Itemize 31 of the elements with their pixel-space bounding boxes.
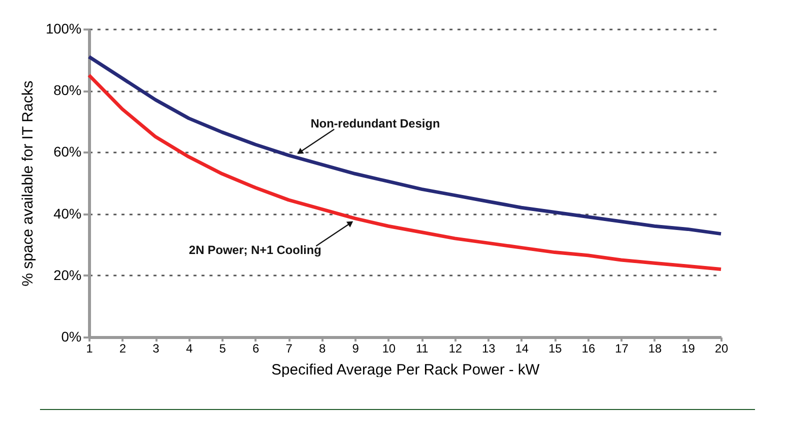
x-tick-label: 5 [219,342,226,356]
x-tick-label: 16 [582,342,596,356]
x-tick-label: 20 [714,342,728,356]
y-tick-label: 100% [46,20,82,36]
x-tick-label: 19 [682,342,696,356]
y-tick-label: 60% [53,144,82,160]
y-tick-label: 0% [61,328,82,344]
x-tick-label: 4 [186,342,193,356]
line-series [87,54,723,236]
x-tick-label: 12 [448,342,462,356]
annotation: 2N Power; N+1 Cooling [188,242,322,257]
x-tick-label: 6 [252,342,260,356]
x-tick-label: 17 [615,342,629,356]
x-tick-label: 18 [648,342,662,356]
x-tick-label: 7 [286,342,293,356]
x-tick-label: 10 [382,342,396,356]
x-tick-label: 1 [86,342,94,356]
annotation: Non-redundant Design [310,116,440,130]
x-tick-label: 2 [119,342,126,356]
x-tick-label: 13 [482,342,496,356]
x-tick-label: 15 [548,342,562,356]
x-tick-label: 14 [515,342,529,356]
y-tick-label: 80% [53,82,82,98]
x-tick-label: 8 [319,342,326,356]
line-series [87,73,723,271]
x-tick-label: 9 [352,342,360,356]
x-tick-label: 11 [416,342,429,356]
x-tick-label: 3 [152,342,160,356]
y-tick-label: 20% [53,266,82,283]
y-tick-label: 40% [53,205,82,222]
y-axis-title: % space available for IT Racks [20,80,37,286]
